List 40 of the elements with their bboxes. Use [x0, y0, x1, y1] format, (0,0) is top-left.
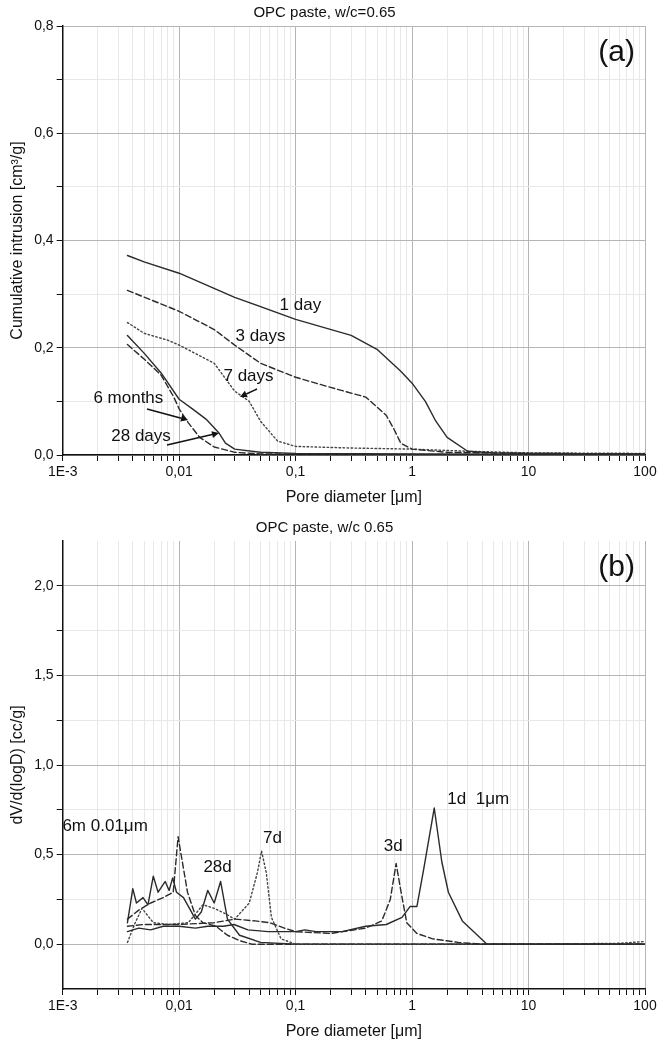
x-tick-label: 1E-3 [47, 463, 78, 480]
x-tick-label: 100 [633, 997, 657, 1014]
x-tick-label: 10 [520, 997, 537, 1014]
annotation: 3d [383, 836, 403, 856]
annotation: 1d 1μm [447, 788, 510, 808]
annotation: 3 days [235, 325, 286, 345]
y-tick-label: 1,0 [34, 755, 54, 772]
x-axis-title: Pore diameter [μm] [285, 1021, 423, 1039]
x-tick-label: 0,1 [285, 463, 306, 480]
y-axis-title: dV/d(logD) [cc/g] [8, 705, 26, 825]
x-tick-label: 1 [408, 463, 417, 480]
annotation: 1 day [279, 294, 322, 314]
x-tick-label: 0,1 [285, 997, 306, 1014]
x-tick-label: 0,01 [165, 997, 193, 1014]
annotation: 7 days [223, 365, 274, 385]
x-tick-label: 100 [633, 463, 657, 480]
y-tick-label: 0,0 [34, 935, 54, 952]
y-tick-label: 0,5 [34, 845, 54, 862]
y-tick-label: 1,5 [34, 666, 54, 683]
annotation: 28d [203, 857, 232, 877]
chart-title: OPC paste, w/c 0.65 [255, 518, 394, 536]
y-tick-label: 0,6 [34, 124, 54, 141]
y-tick-label: 0,4 [34, 231, 54, 248]
y-tick-label: 0,8 [34, 16, 54, 33]
x-tick-label: 1E-3 [47, 997, 78, 1014]
x-tick-label: 10 [520, 463, 537, 480]
annotation: 6m 0.01μm [62, 816, 148, 836]
annotation: 28 days [111, 425, 171, 445]
x-tick-label: 1 [408, 997, 417, 1014]
annotation: 6 months [93, 387, 164, 407]
y-axis-title: Cumulative intrusion [cm³/g] [8, 141, 26, 340]
y-tick-label: 0,0 [34, 445, 54, 462]
chart-title: OPC paste, w/c=0.65 [253, 3, 396, 21]
y-tick-label: 0,2 [34, 338, 54, 355]
annotation: 7d [263, 827, 282, 847]
annotation: (b) [598, 549, 635, 583]
x-tick-label: 0,01 [165, 463, 193, 480]
annotation: (a) [598, 34, 635, 68]
x-axis-title: Pore diameter [μm] [285, 487, 423, 505]
y-tick-label: 2,0 [34, 576, 54, 593]
